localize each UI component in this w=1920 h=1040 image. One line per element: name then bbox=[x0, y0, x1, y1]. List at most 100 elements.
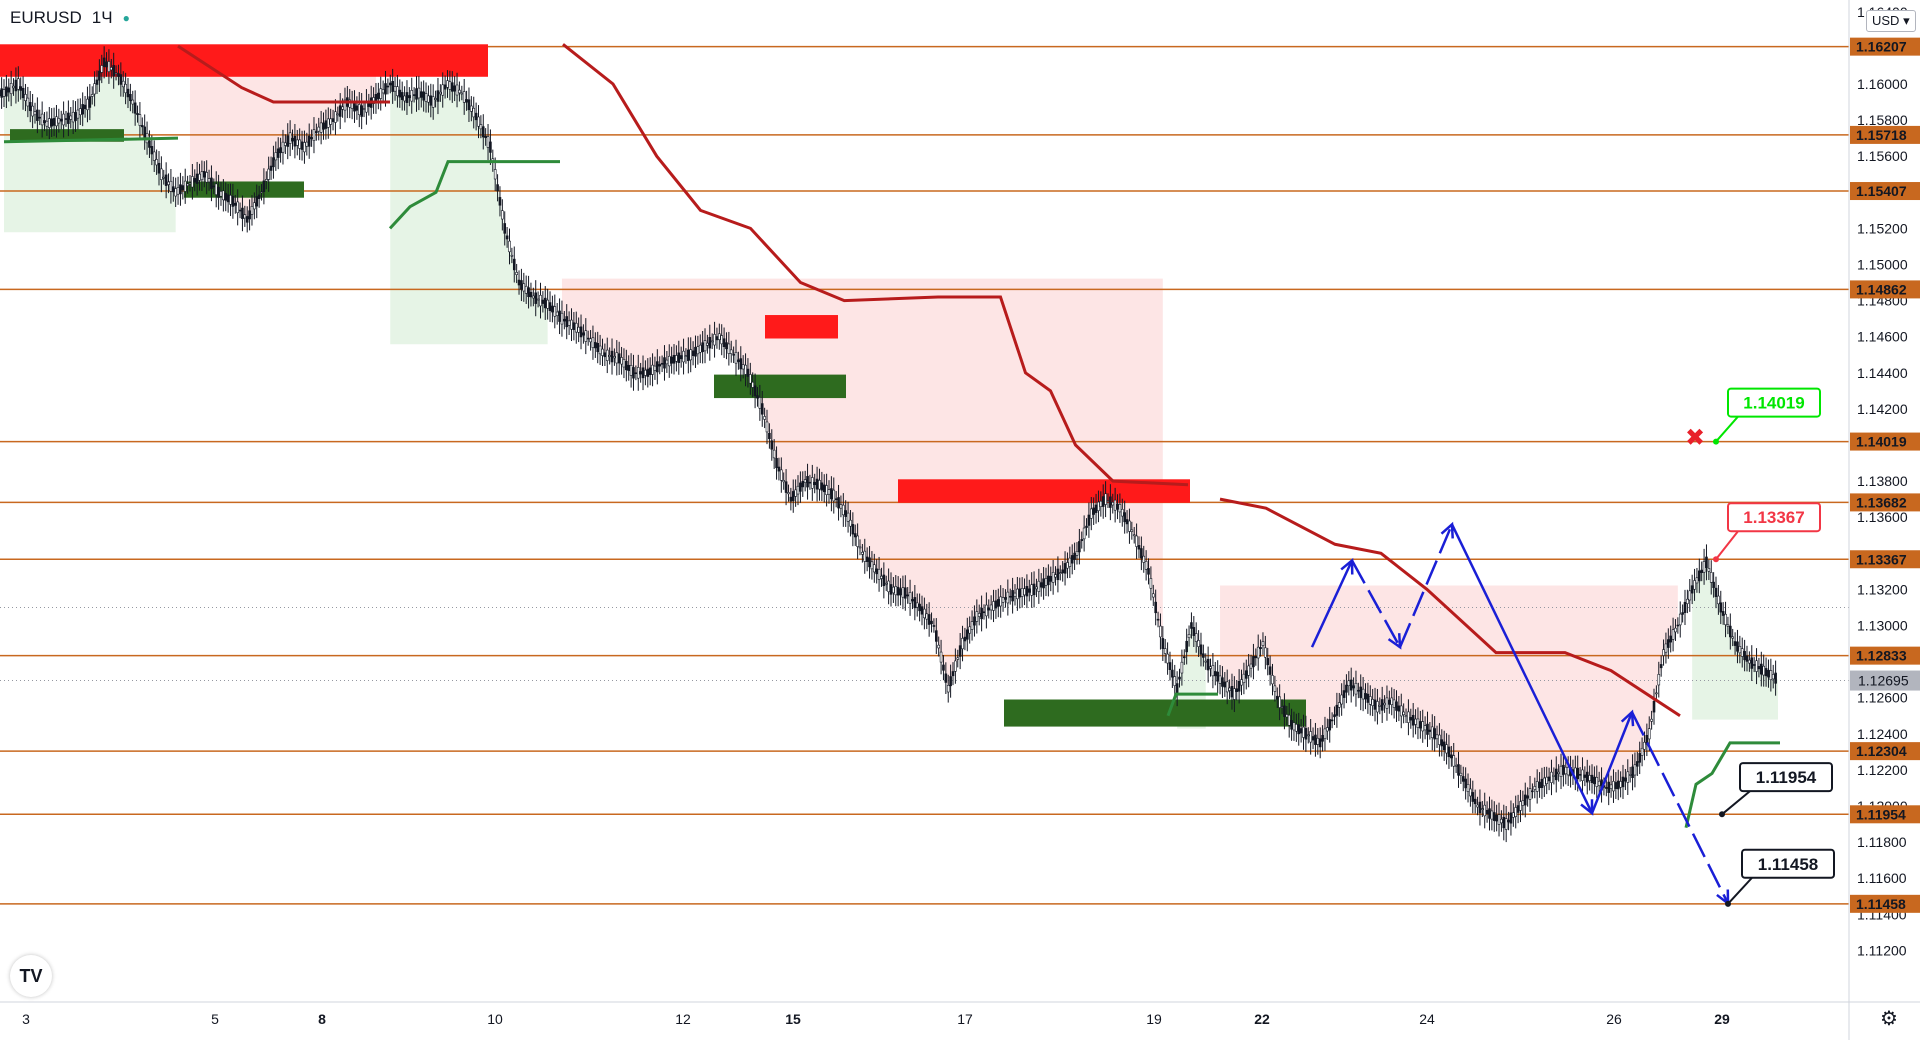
candle-body bbox=[734, 352, 738, 364]
candle-body bbox=[1402, 711, 1405, 716]
candle-body bbox=[954, 660, 957, 672]
candle-body bbox=[827, 489, 831, 495]
candle-body bbox=[1130, 529, 1134, 532]
candle-body bbox=[1192, 627, 1196, 636]
candle-body bbox=[1058, 572, 1062, 574]
candle-body bbox=[1709, 572, 1713, 583]
candle-body bbox=[276, 148, 280, 158]
candle-body bbox=[1669, 635, 1673, 643]
time-tick-label: 12 bbox=[675, 1011, 691, 1027]
candle-body bbox=[43, 120, 46, 124]
candle-body bbox=[176, 187, 180, 195]
candle-body bbox=[1333, 714, 1336, 718]
candle-body bbox=[1411, 714, 1415, 726]
candle-body bbox=[341, 106, 344, 110]
candle-body bbox=[627, 364, 631, 372]
candle-body bbox=[989, 604, 993, 611]
level-label: 1.13367 bbox=[1856, 551, 1907, 567]
candle-body bbox=[477, 116, 480, 127]
candle-body bbox=[136, 113, 139, 116]
candle-body bbox=[715, 336, 719, 341]
candle-body bbox=[1564, 766, 1568, 775]
candle-body bbox=[102, 57, 106, 68]
candle-body bbox=[710, 340, 714, 343]
candle-body bbox=[472, 107, 476, 118]
time-tick-label: 10 bbox=[487, 1011, 503, 1027]
candle-body bbox=[756, 395, 759, 399]
candle-body bbox=[1540, 778, 1544, 788]
candle-body bbox=[732, 353, 735, 356]
candle-body bbox=[1008, 595, 1012, 598]
candle-body bbox=[1464, 778, 1467, 789]
current-price-label: 1.12695 bbox=[1858, 673, 1909, 689]
candle-body bbox=[17, 78, 20, 90]
red-zone bbox=[0, 44, 488, 77]
candle-body bbox=[636, 367, 640, 379]
time-axis[interactable]: 3 5 8 10 12 15 17 19 22 24 26 29 bbox=[22, 1011, 1730, 1027]
candle-body bbox=[1562, 764, 1565, 775]
candle-body bbox=[858, 546, 862, 549]
candle-body bbox=[803, 479, 807, 483]
candle-body bbox=[1163, 648, 1167, 654]
candle-body bbox=[1590, 774, 1594, 783]
candle-body bbox=[1144, 561, 1148, 570]
candle-body bbox=[9, 83, 13, 95]
projection-segment bbox=[1450, 523, 1594, 814]
candle-body bbox=[1168, 662, 1172, 670]
candle-body bbox=[1774, 672, 1777, 684]
currency-selector-button[interactable]: USD ▾ bbox=[1866, 10, 1916, 32]
green-trailing-stop-line bbox=[1166, 692, 1218, 717]
candle-body bbox=[384, 83, 387, 95]
gear-icon[interactable]: ⚙ bbox=[1880, 1006, 1898, 1031]
callout-pointer bbox=[1721, 790, 1751, 816]
candle-body bbox=[431, 96, 435, 108]
candle-body bbox=[956, 657, 960, 660]
callout-box bbox=[1741, 848, 1835, 879]
candle-body bbox=[83, 104, 87, 109]
candle-body bbox=[1373, 699, 1377, 710]
candle-body bbox=[1407, 711, 1410, 723]
projection-segment bbox=[1630, 711, 1730, 905]
callout-label: 1.13367 bbox=[1743, 508, 1804, 527]
candle-body bbox=[1135, 535, 1138, 547]
candle-body bbox=[708, 337, 712, 349]
candle-body bbox=[1688, 590, 1692, 601]
candle-body bbox=[300, 141, 304, 150]
candle-body bbox=[634, 372, 638, 375]
price-tick-label: 1.13800 bbox=[1857, 473, 1908, 489]
candle-body bbox=[996, 599, 1000, 607]
candle-body bbox=[1085, 525, 1088, 528]
candle-body bbox=[629, 365, 633, 376]
candle-body bbox=[1159, 625, 1162, 638]
supply-demand-zones bbox=[0, 44, 1306, 727]
candle-body bbox=[493, 169, 497, 180]
symbol-header[interactable]: EURUSD 1Ч ● bbox=[10, 8, 130, 28]
candle-body bbox=[1264, 647, 1267, 658]
candle-body bbox=[963, 636, 967, 642]
candle-body bbox=[1452, 755, 1456, 767]
candle-body bbox=[52, 118, 56, 126]
tradingview-logo-icon[interactable]: TV bbox=[10, 955, 52, 997]
candle-body bbox=[832, 489, 836, 502]
candle-body bbox=[1166, 653, 1169, 664]
candle-body bbox=[1619, 781, 1622, 788]
candle-body bbox=[548, 302, 552, 311]
price-tick-label: 1.11800 bbox=[1857, 834, 1907, 850]
candle-body bbox=[1051, 571, 1055, 583]
candle-body bbox=[1299, 728, 1303, 734]
candle-body bbox=[601, 348, 604, 356]
candle-body bbox=[74, 112, 77, 121]
candle-body bbox=[992, 601, 995, 611]
candle-body bbox=[787, 492, 790, 495]
candle-body bbox=[522, 283, 526, 292]
candle-body bbox=[157, 162, 161, 174]
candle-body bbox=[1740, 648, 1744, 657]
candle-body bbox=[1731, 636, 1734, 639]
candle-body bbox=[1743, 651, 1746, 661]
candle-body bbox=[1237, 680, 1241, 692]
interval-label[interactable]: 1Ч bbox=[91, 8, 113, 27]
candle-body bbox=[1120, 508, 1124, 517]
candle-body bbox=[951, 671, 955, 677]
candle-body bbox=[1397, 705, 1401, 712]
